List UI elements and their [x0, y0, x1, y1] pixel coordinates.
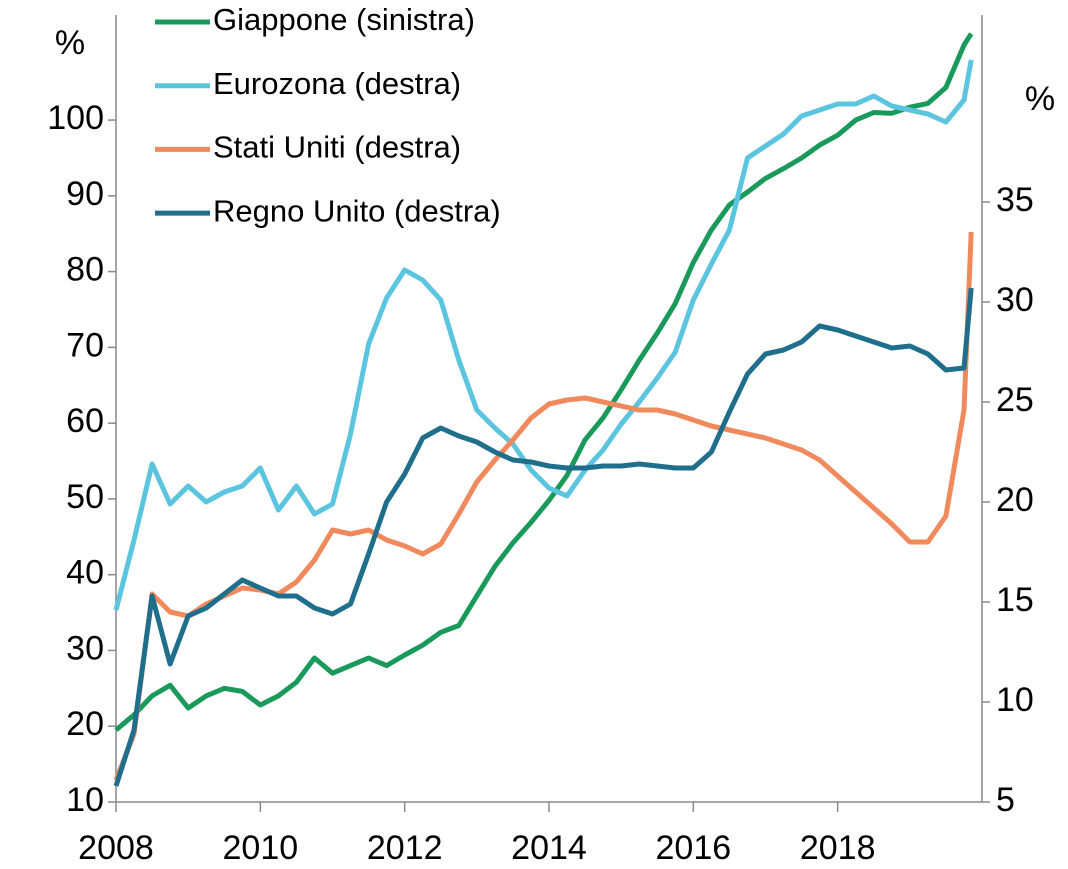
y-tick-label: 70 — [66, 326, 104, 364]
y-tick-label: 80 — [66, 251, 104, 289]
series-line — [113, 59, 974, 611]
legend-label: Stati Uniti (destra) — [213, 130, 461, 165]
x-tick-label: 2016 — [656, 829, 732, 867]
y2-tick-label: 35 — [996, 181, 1034, 219]
x-tick-label: 2010 — [223, 829, 299, 867]
legend-label: Regno Unito (destra) — [213, 193, 501, 228]
x-tick-label: 2018 — [800, 829, 876, 867]
legend-label: Eurozona (destra) — [213, 66, 461, 101]
legend-label: Giappone (sinistra) — [213, 2, 475, 37]
series-line — [113, 287, 974, 787]
y-tick-label: 40 — [66, 554, 104, 592]
y-tick-label: 20 — [66, 705, 104, 743]
y-tick-label: 50 — [66, 478, 104, 516]
y-tick-label: 100 — [47, 99, 104, 137]
y-tick-label: 30 — [66, 629, 104, 667]
y-tick-label: 90 — [66, 175, 104, 213]
legend: Giappone (sinistra) Eurozona (destra) Stat… — [155, 2, 501, 228]
y2-tick-label: 5 — [996, 781, 1015, 819]
y2-tick-label: 10 — [996, 681, 1034, 719]
x-tick-label: 2014 — [511, 829, 587, 867]
y2-tick-label: 30 — [996, 281, 1034, 319]
y2-axis-unit: % — [1025, 80, 1055, 118]
y-tick-label: 10 — [66, 781, 104, 819]
y-tick-label: 60 — [66, 402, 104, 440]
y2-tick-label: 15 — [996, 581, 1034, 619]
y2-tick-label: 25 — [996, 381, 1034, 419]
x-tick-label: 2012 — [367, 829, 443, 867]
y2-tick-label: 20 — [996, 481, 1034, 519]
y-axis-unit: % — [55, 24, 85, 62]
series-line — [114, 32, 974, 732]
x-tick-label: 2008 — [78, 829, 154, 867]
